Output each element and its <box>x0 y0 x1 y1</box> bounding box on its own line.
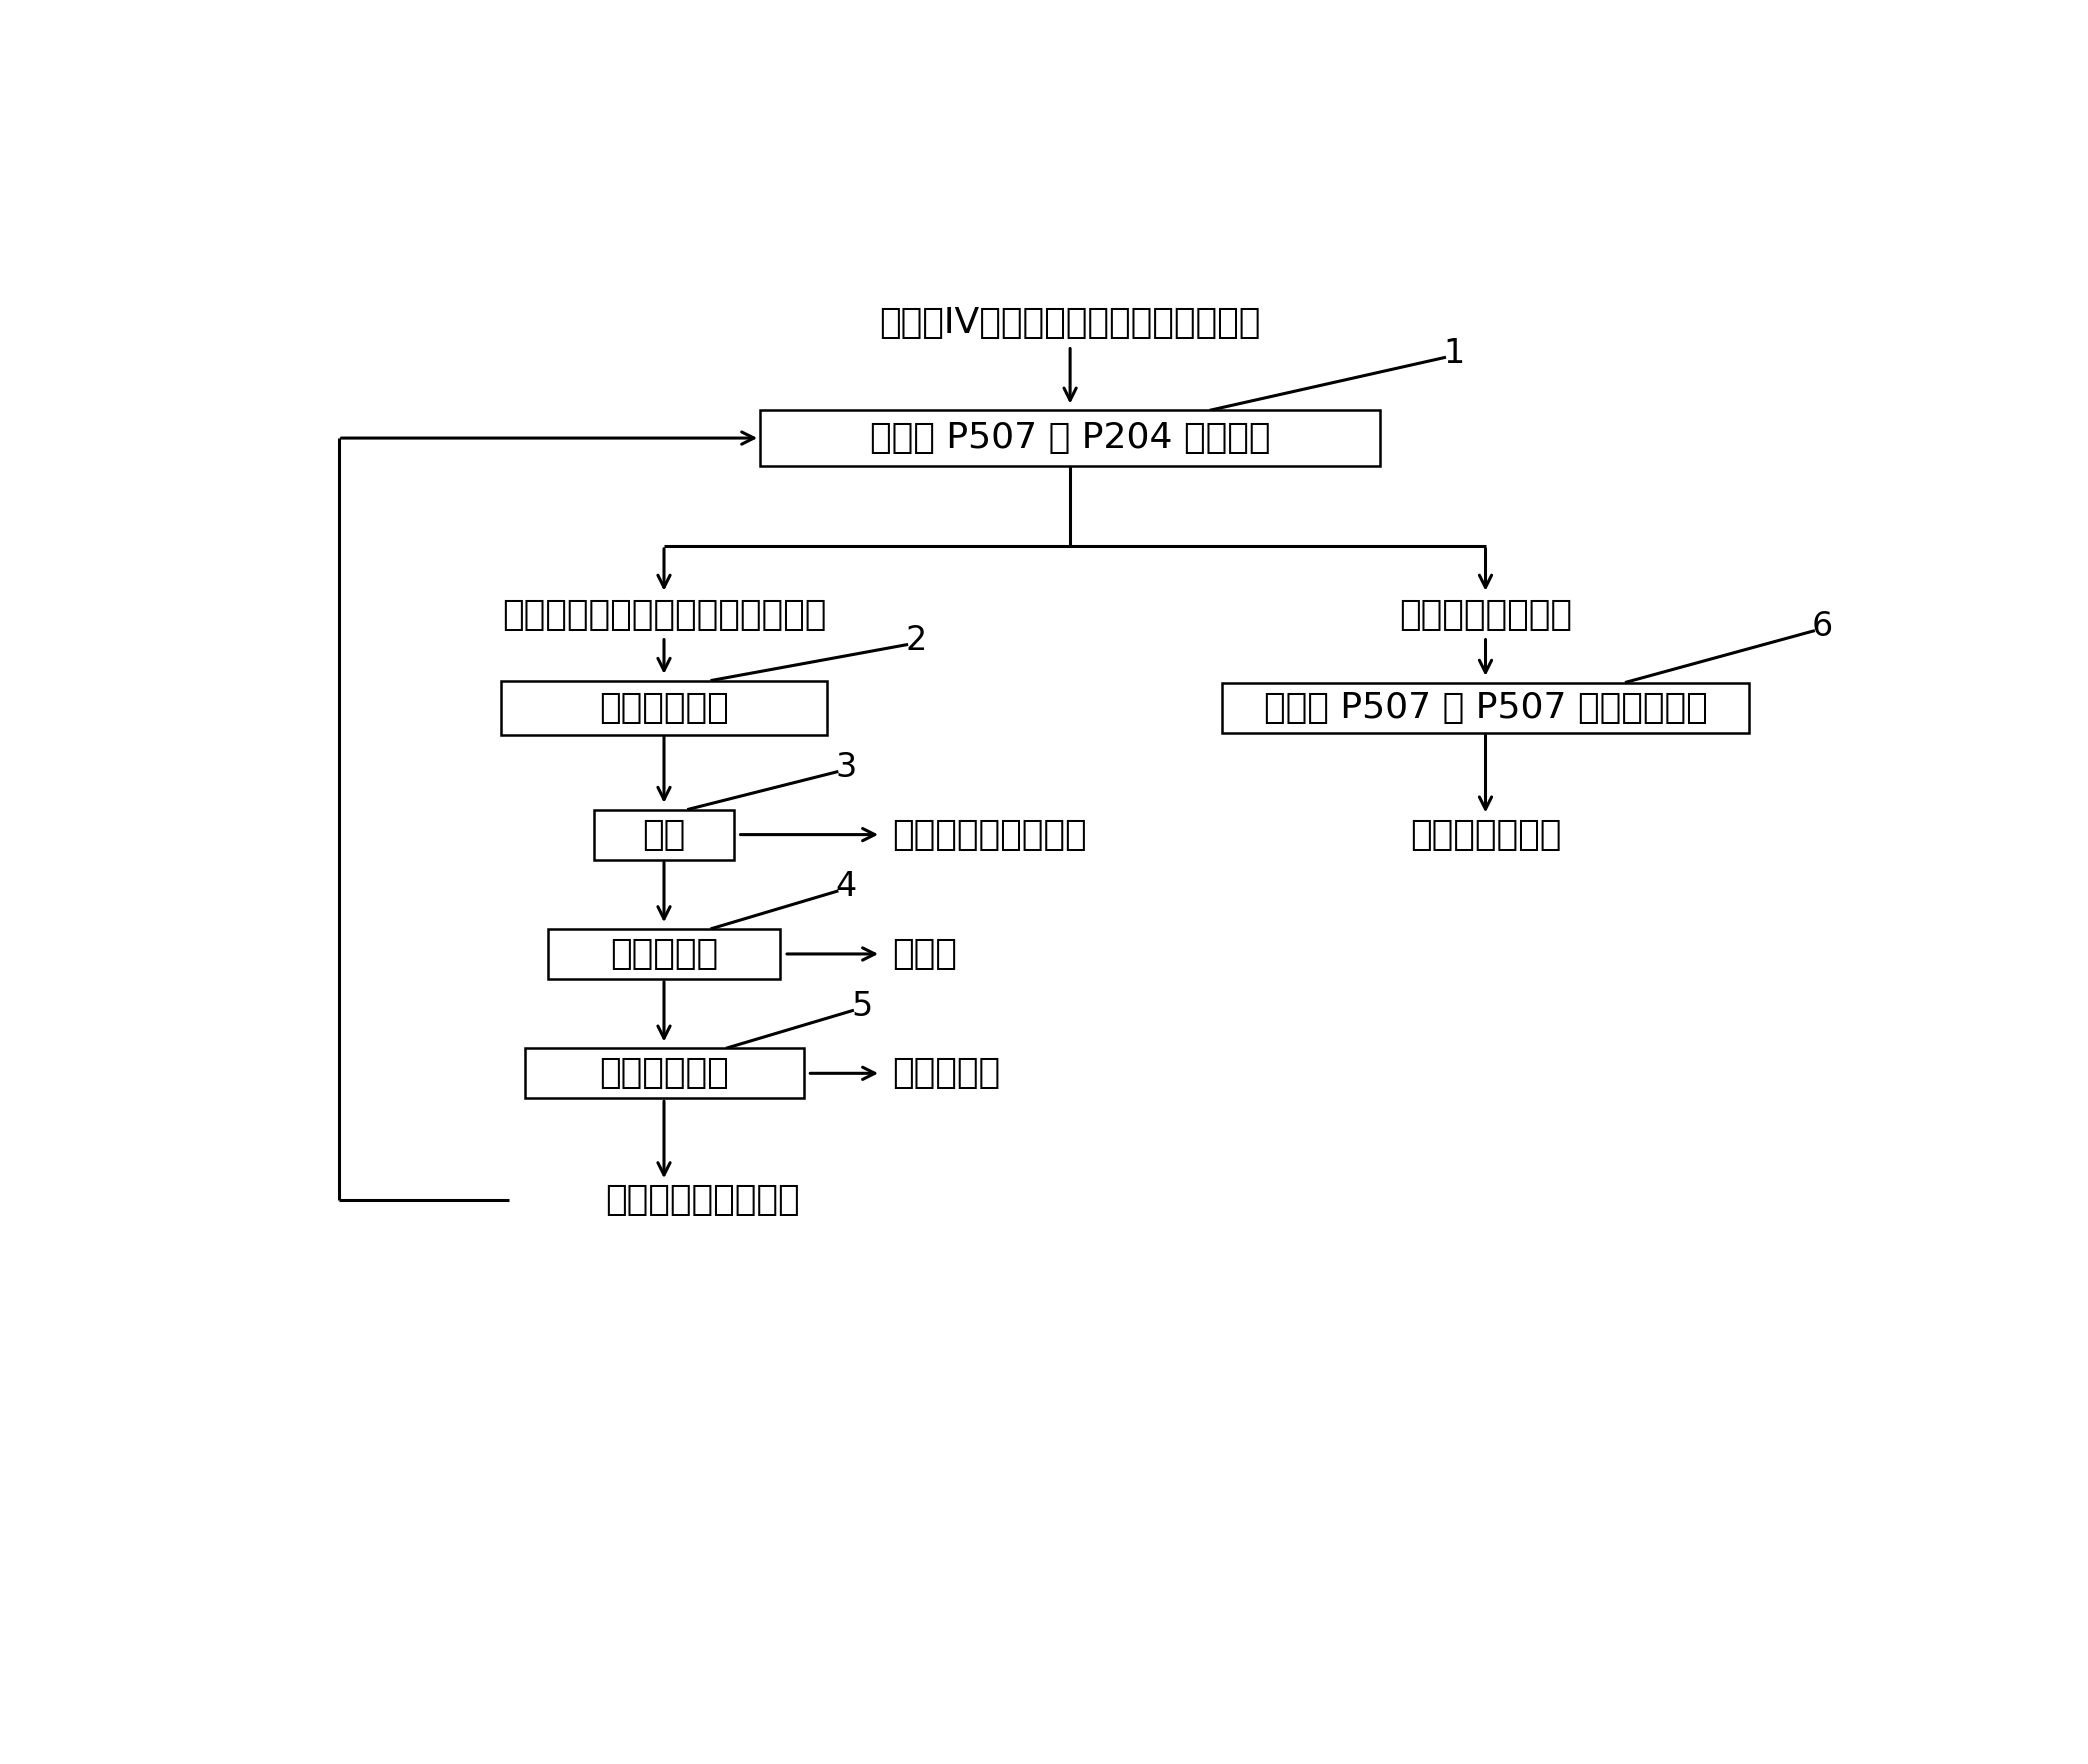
Text: 空有机水洗循环使用: 空有机水洗循环使用 <box>606 1184 800 1217</box>
Bar <box>547 930 781 979</box>
Text: 5: 5 <box>852 990 873 1023</box>
Text: 洗氟: 洗氟 <box>643 817 685 852</box>
Text: 非皂化 P507 或 P204 协同萄取: 非皂化 P507 或 P204 协同萄取 <box>871 422 1270 455</box>
Text: 2: 2 <box>906 624 927 656</box>
Text: 负载馒、氟、鐵及四价镃的有机相: 负载馒、氟、鐵及四价镃的有机相 <box>501 598 827 632</box>
Bar <box>501 681 827 734</box>
Text: 非皂化 P507 或 P507 协同萄取分离: 非皂化 P507 或 P507 协同萄取分离 <box>1263 690 1708 725</box>
Text: 回收生产氟化工产品: 回收生产氟化工产品 <box>894 817 1088 852</box>
Text: 6: 6 <box>1812 610 1833 644</box>
Text: 含镃（IV）、馒、氟、鐵硫酸稀土溶液: 含镃（IV）、馒、氟、鐵硫酸稀土溶液 <box>879 305 1261 339</box>
Bar <box>1221 683 1750 732</box>
Text: 镃产品: 镃产品 <box>894 937 958 970</box>
Bar <box>760 411 1380 466</box>
Text: 还原反萄镃: 还原反萄镃 <box>610 937 718 970</box>
Text: 1: 1 <box>1443 337 1464 370</box>
Text: 少镃硫酸稀土溶液: 少镃硫酸稀土溶液 <box>1399 598 1572 632</box>
Text: 4: 4 <box>835 870 856 903</box>
Text: 单一稀土化合物: 单一稀土化合物 <box>1409 817 1562 852</box>
Text: 酸洗三价稀土: 酸洗三价稀土 <box>599 690 729 725</box>
Bar <box>595 810 733 859</box>
Text: 酸溶液反萄馒: 酸溶液反萄馒 <box>599 1057 729 1090</box>
Text: 回收提纯馒: 回收提纯馒 <box>894 1057 1000 1090</box>
Text: 3: 3 <box>835 751 856 785</box>
Bar <box>524 1048 804 1099</box>
